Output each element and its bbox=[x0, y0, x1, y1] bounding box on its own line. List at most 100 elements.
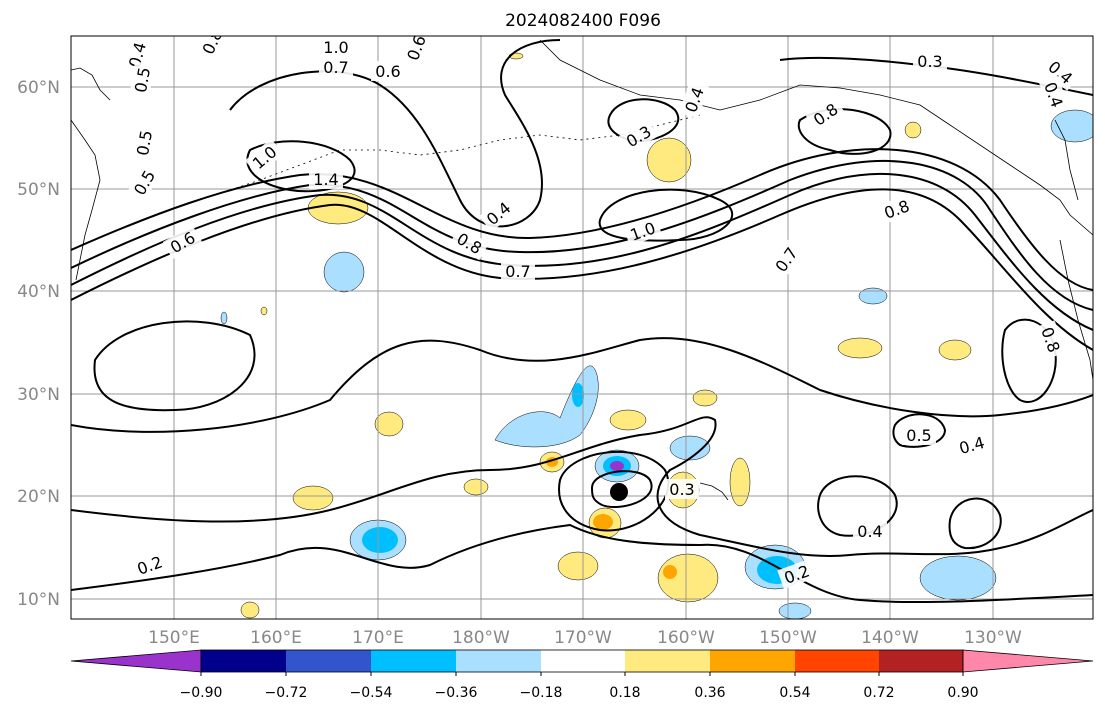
colorbar-tick-label: −0.54 bbox=[350, 685, 393, 701]
figure-title: 2024082400 F096 bbox=[505, 11, 661, 31]
contour-label-group: 0.3 bbox=[665, 479, 699, 499]
shading-negative-patch bbox=[669, 435, 711, 461]
longitude-label: 180°W bbox=[452, 628, 510, 648]
latitude-label: 50°N bbox=[17, 180, 60, 200]
shading-negative-patch bbox=[220, 311, 228, 325]
contour-label-bg bbox=[665, 479, 699, 499]
contour-line bbox=[246, 140, 356, 193]
colorbar-segment bbox=[371, 650, 456, 672]
contour-label-bg bbox=[1041, 53, 1081, 91]
contour-label-bg bbox=[195, 36, 229, 62]
contour-line bbox=[71, 159, 1093, 311]
latitude-label: 60°N bbox=[17, 78, 60, 98]
colorbar-tick-label: 0.54 bbox=[779, 685, 810, 701]
coastline-siberia bbox=[71, 67, 111, 101]
contour-label-bg bbox=[319, 37, 353, 57]
contour-label-group: 0.6 bbox=[371, 61, 405, 81]
contour-label-bg bbox=[319, 57, 353, 77]
colorbar bbox=[70, 649, 1094, 673]
contour-label: 0.5 bbox=[133, 129, 156, 157]
shading-negative-patch bbox=[1050, 109, 1093, 143]
map-background bbox=[71, 36, 1093, 619]
shading-positive-patch bbox=[609, 409, 647, 431]
contour-label: 0.3 bbox=[669, 480, 694, 499]
colorbar-segment bbox=[456, 650, 541, 672]
colorbar-frame bbox=[200, 649, 964, 673]
contour-line bbox=[71, 188, 1093, 351]
contour-label-bg bbox=[131, 124, 157, 162]
contour-label: 0.5 bbox=[131, 66, 154, 94]
contour-label-bg bbox=[244, 138, 284, 176]
colorbar-segment bbox=[795, 650, 879, 672]
coastline-us-west bbox=[1059, 239, 1093, 381]
contour-label-group: 1.4 bbox=[309, 169, 343, 189]
contour-label-bg bbox=[768, 239, 805, 280]
shading-positive-patch bbox=[938, 339, 972, 361]
contour-line bbox=[598, 188, 734, 242]
contour-label-group: 0.8 bbox=[877, 193, 917, 225]
latitude-label: 10°N bbox=[17, 590, 60, 610]
contour-label-bg bbox=[902, 425, 936, 445]
coastline-bc bbox=[1054, 119, 1079, 201]
contour-label: 0.6 bbox=[375, 62, 400, 81]
longitude-label: 160°E bbox=[250, 628, 302, 648]
contour-line bbox=[1001, 318, 1057, 403]
contour-label-bg bbox=[1035, 320, 1067, 360]
contour-line bbox=[607, 98, 679, 142]
contour-label-group: 0.3 bbox=[913, 51, 947, 71]
latitude-label: 40°N bbox=[17, 282, 60, 302]
contour-label-bg bbox=[126, 162, 162, 203]
shading-positive-patch bbox=[240, 601, 260, 619]
contour-label-bg bbox=[130, 549, 170, 581]
contour-label-bg bbox=[129, 61, 155, 99]
contour-line bbox=[558, 450, 670, 532]
shading-positive-patch bbox=[374, 411, 404, 437]
colorbar-tick-label: −0.18 bbox=[520, 685, 563, 701]
colorbar-segment bbox=[710, 650, 795, 672]
coastline-hawaii bbox=[699, 482, 729, 501]
contour-line bbox=[590, 470, 653, 509]
latitude-label: 20°N bbox=[17, 487, 60, 507]
contour-label-bg bbox=[1038, 75, 1070, 115]
longitude-label: 130°W bbox=[964, 628, 1022, 648]
contour-label-bg bbox=[913, 51, 947, 71]
colorbar-tick-labels: −0.90 −0.72 −0.54 −0.36 −0.18 0.18 0.36 0.54 0.7… bbox=[180, 672, 979, 701]
shading-layer bbox=[220, 52, 1093, 619]
contour-label: 1.0 bbox=[323, 38, 348, 57]
contour-label-bg bbox=[309, 169, 343, 189]
longitude-label: 150°W bbox=[759, 628, 817, 648]
shading-positive-patch bbox=[837, 337, 883, 359]
latitude-labels: 60°N 50°N 40°N 30°N 20°N 10°N bbox=[17, 78, 60, 610]
colorbar-tick-label: −0.90 bbox=[180, 685, 223, 701]
colorbar-extend-high bbox=[962, 649, 1094, 673]
contour-label-bg bbox=[501, 261, 535, 281]
colorbar-segment bbox=[625, 650, 710, 672]
colorbar-segment bbox=[201, 650, 286, 672]
colorbar-extend-low bbox=[70, 649, 202, 673]
map-panel: 1.00.4 0.80.70.60.5 0.60.5 1.01.40.40.80.70… bbox=[17, 35, 1094, 648]
contour-label: 0.4 bbox=[857, 522, 882, 541]
longitude-labels: 150°E 160°E 170°E 180°W 170°W 160°W 150°W 140°W… bbox=[148, 628, 1022, 648]
contour-label-group: 0.5 bbox=[129, 61, 155, 99]
coastline-alaska bbox=[539, 39, 1093, 236]
contour-label-bg bbox=[952, 430, 991, 460]
contour-label: 0.3 bbox=[917, 52, 942, 71]
contour-label-bg bbox=[877, 193, 917, 225]
contour-label-group: 0.5 bbox=[131, 124, 157, 162]
contour-label-bg bbox=[478, 194, 518, 232]
contour-label-group: 0.7 bbox=[319, 57, 353, 77]
contour-label-bg bbox=[678, 80, 710, 120]
colorbar-tick-label: 0.90 bbox=[947, 685, 978, 701]
shading-positive-patch bbox=[904, 121, 922, 139]
contour-label-bg bbox=[623, 215, 663, 247]
contour-line bbox=[71, 416, 1093, 557]
contour-line bbox=[71, 337, 1093, 433]
contour-label-group: 0.4 bbox=[478, 194, 518, 232]
shading-positive-patch bbox=[307, 191, 369, 225]
colorbar-tick-label: 0.72 bbox=[863, 685, 894, 701]
shading-negative-patch bbox=[858, 287, 888, 305]
contour-label: 1.4 bbox=[313, 170, 338, 189]
colorbar-tick-label: −0.36 bbox=[435, 685, 478, 701]
